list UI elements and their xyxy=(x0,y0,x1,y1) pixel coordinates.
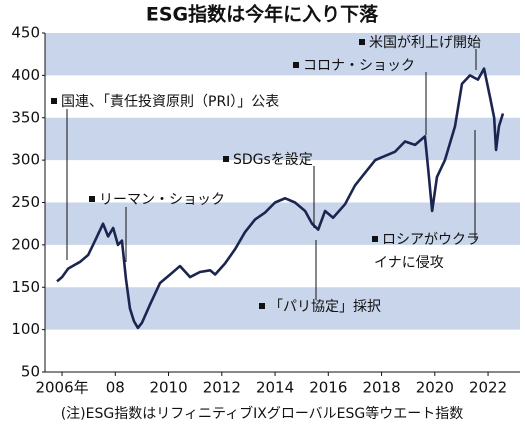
y-tick-label: 400 xyxy=(11,66,40,84)
x-tick-label: 08 xyxy=(106,379,125,397)
annotation-marker xyxy=(89,196,95,202)
x-tick-label: 2006年 xyxy=(35,379,88,397)
annotation-marker xyxy=(372,236,378,242)
y-tick-label: 100 xyxy=(11,320,40,338)
y-tick-label: 50 xyxy=(21,363,40,381)
annotation-marker xyxy=(259,303,265,309)
annotation-marker xyxy=(51,98,57,104)
annotation: リーマン・ショック xyxy=(99,192,225,208)
annotation-marker xyxy=(359,39,365,45)
y-tick-label: 450 xyxy=(11,24,40,42)
bands xyxy=(45,33,520,330)
y-tick-label: 200 xyxy=(11,235,40,253)
chart-title: ESG指数は今年に入り下落 xyxy=(146,3,379,26)
grid-band xyxy=(45,202,520,245)
annotation: 「パリ協定」採択 xyxy=(269,299,381,315)
annotation: 米国が利上げ開始 xyxy=(369,35,481,51)
x-tick-label: 2018 xyxy=(362,379,400,397)
x-tick-label: 2020 xyxy=(416,379,454,397)
annotation: SDGsを設定 xyxy=(233,152,313,168)
y-tick-label: 250 xyxy=(11,193,40,211)
x-tick-label: 2022 xyxy=(469,379,507,397)
x-tick-label: 2010 xyxy=(149,379,187,397)
y-tick-label: 300 xyxy=(11,151,40,169)
annotation-markers xyxy=(51,39,378,309)
y-tick-label: 150 xyxy=(11,278,40,296)
annotation: コロナ・ショック xyxy=(303,58,415,74)
line xyxy=(56,67,505,330)
x-tick-label: 2014 xyxy=(256,379,294,397)
grid-band xyxy=(45,117,520,161)
plot: 50 100 150 200 250 300 350 400 450 2006年 08 2010 201… xyxy=(11,24,520,397)
annotation: 国連、「責任投資原則（PRI）」公表 xyxy=(61,94,279,110)
annotation-marker xyxy=(223,156,229,162)
annotation-marker xyxy=(293,62,299,68)
grid-band xyxy=(45,33,520,76)
x-tick-label: 2012 xyxy=(203,379,241,397)
y-tick-label: 350 xyxy=(11,108,40,126)
annotation: ロシアがウクラ xyxy=(382,232,480,248)
grid-band xyxy=(45,287,520,330)
x-tick-label: 2016 xyxy=(309,379,347,397)
footnote: (注)ESG指数はリフィニティブIXグローバルESG等ウエート指数 xyxy=(61,405,464,422)
leader-lines xyxy=(66,49,477,300)
annotation: イナに侵攻 xyxy=(374,254,444,271)
